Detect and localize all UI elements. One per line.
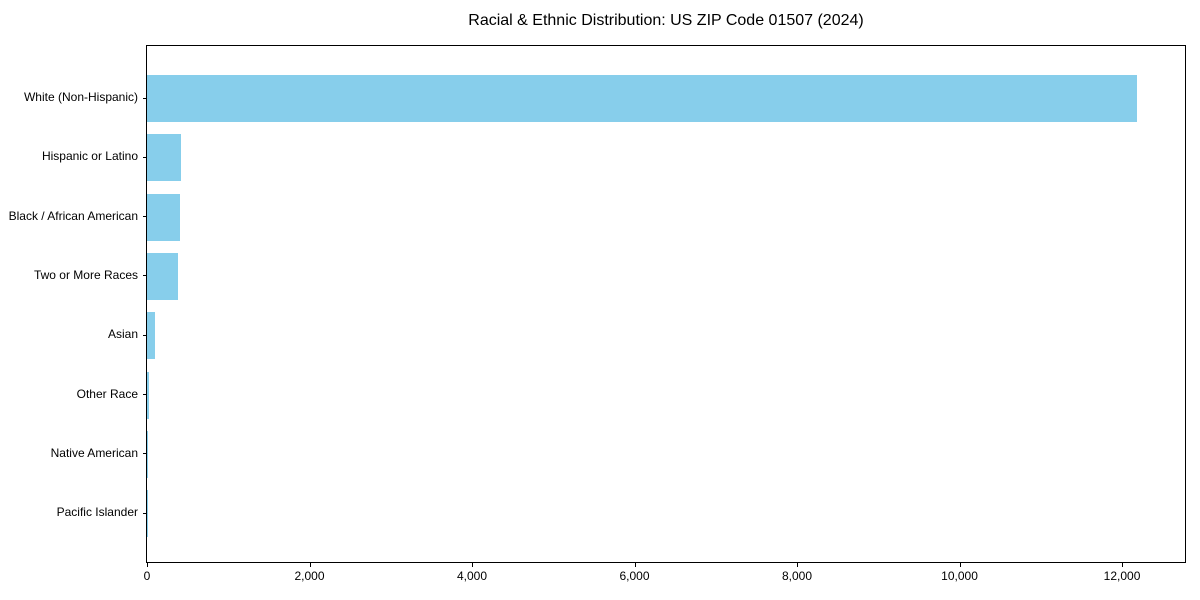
x-tick-label: 0 [143,569,151,583]
x-tick-mark [309,563,311,567]
x-tick-label: 4,000 [456,569,488,583]
y-tick-mark [143,394,147,395]
y-tick-mark [143,512,147,514]
y-tick-mark [143,453,147,455]
bar-other-race [147,371,149,419]
y-tick-label: Two or More Races [33,267,138,282]
x-tick-mark [472,563,473,567]
bar-two-or-more-races [147,252,179,300]
y-tick-label: Other Race [76,386,138,401]
y-tick-label: Asian [107,327,138,342]
y-tick-label: Pacific Islander [56,505,138,520]
x-tick-mark [634,563,636,567]
x-tick-label: 6,000 [619,569,650,583]
y-tick-label: White (Non-Hispanic) [23,90,138,104]
y-tick-mark [143,275,147,277]
y-tick-label: Hispanic or Latino [41,149,138,164]
x-tick-mark [797,563,799,567]
y-tick-label: Black / African American [8,208,138,223]
bar-hispanic-or-latino [147,134,181,182]
x-tick-mark [147,563,148,567]
x-tick-label: 10,000 [941,569,978,583]
x-tick-mark [959,563,961,567]
bar-black-african-american [147,193,181,241]
y-tick-label: Native American [50,445,138,460]
y-tick-mark [143,334,147,336]
x-tick-label: 12,000 [1103,569,1141,583]
bar-asian [147,312,156,360]
y-tick-mark [143,156,147,158]
y-tick-mark [143,216,147,218]
y-tick-mark [143,97,147,99]
x-tick-label: 8,000 [782,569,813,583]
plot-area [146,45,1186,563]
x-tick-mark [1122,563,1124,567]
bar-white-non-hispanic [147,75,1137,122]
x-tick-label: 2,000 [294,569,325,583]
chart-title: Racial & Ethnic Distribution: US ZIP Cod… [468,12,864,29]
